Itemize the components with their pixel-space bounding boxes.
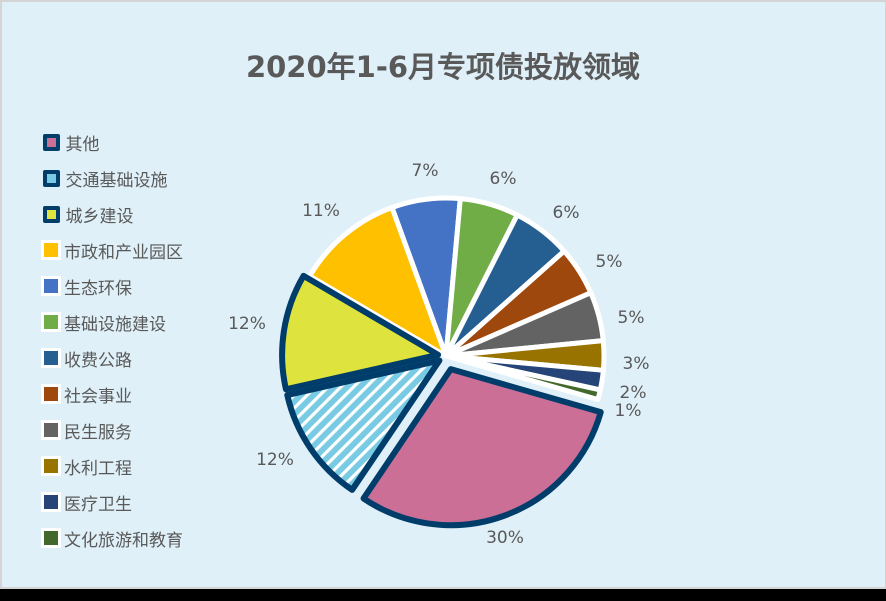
legend-swatch-icon [41, 528, 61, 548]
legend-swatch-icon [42, 133, 60, 151]
legend-item-culture-tourism-education[interactable]: 文化旅游和教育 [41, 520, 183, 556]
legend-label: 民生服务 [64, 422, 132, 443]
legend-swatch-icon [41, 312, 61, 332]
data-label: 6% [552, 203, 580, 223]
legend-swatch-icon [41, 456, 61, 476]
data-label: 2% [619, 383, 647, 403]
data-label: 5% [595, 252, 623, 272]
data-label: 11% [302, 201, 340, 221]
legend-item-municipal-industrial-park[interactable]: 市政和产业园区 [41, 232, 183, 268]
data-label: 1% [614, 401, 642, 421]
pie-slice[interactable] [360, 366, 604, 529]
legend-item-other[interactable]: 其他 [42, 124, 183, 160]
legend-swatch-icon [41, 384, 61, 404]
legend-label: 社会事业 [64, 386, 132, 407]
legend-item-urban-rural-construction[interactable]: 城乡建设 [42, 196, 183, 232]
legend-item-social-undertakings[interactable]: 社会事业 [41, 376, 183, 412]
legend-label: 收费公路 [64, 350, 132, 371]
data-label: 30% [486, 528, 524, 548]
legend-label: 其他 [65, 134, 100, 155]
legend-swatch-icon [41, 492, 61, 512]
legend-item-infrastructure-construction[interactable]: 基础设施建设 [41, 304, 183, 340]
legend-label: 基础设施建设 [64, 314, 166, 335]
data-label: 3% [622, 354, 650, 374]
pie-slice[interactable] [284, 357, 443, 493]
data-label: 12% [256, 450, 294, 470]
legend-item-healthcare[interactable]: 医疗卫生 [41, 484, 183, 520]
legend-label: 医疗卫生 [64, 494, 132, 515]
legend-label: 生态环保 [64, 278, 132, 299]
legend-label: 市政和产业园区 [64, 242, 183, 263]
legend-label: 文化旅游和教育 [64, 530, 183, 551]
legend-swatch-icon [42, 169, 60, 187]
pie-slice[interactable] [307, 205, 449, 359]
legend-swatch-icon [41, 420, 61, 440]
legend-swatch-icon [41, 348, 61, 368]
legend-label: 水利工程 [64, 458, 132, 479]
pie-slice[interactable] [443, 353, 603, 403]
data-label: 12% [228, 314, 266, 334]
legend-swatch-icon [42, 205, 60, 223]
legend-swatch-icon [41, 276, 61, 296]
data-label: 5% [617, 308, 645, 328]
data-label: 7% [411, 161, 439, 181]
legend-item-ecology-environment[interactable]: 生态环保 [41, 268, 183, 304]
chart-title: 2020年1-6月专项债投放领域 [245, 50, 641, 84]
legend: 其他 交通基础设施 城乡建设 市政和产业园区 生态环保 基础设施建设 收费公路 … [41, 124, 183, 556]
legend-swatch-icon [41, 240, 61, 260]
legend-item-livelihood-services[interactable]: 民生服务 [41, 412, 183, 448]
legend-item-water-conservancy[interactable]: 水利工程 [41, 448, 183, 484]
legend-item-toll-roads[interactable]: 收费公路 [41, 340, 183, 376]
legend-label: 交通基础设施 [65, 170, 168, 191]
pie-slice[interactable] [279, 272, 442, 393]
legend-item-transport-infrastructure[interactable]: 交通基础设施 [42, 160, 183, 196]
legend-label: 城乡建设 [65, 206, 134, 227]
data-label: 6% [489, 169, 517, 189]
